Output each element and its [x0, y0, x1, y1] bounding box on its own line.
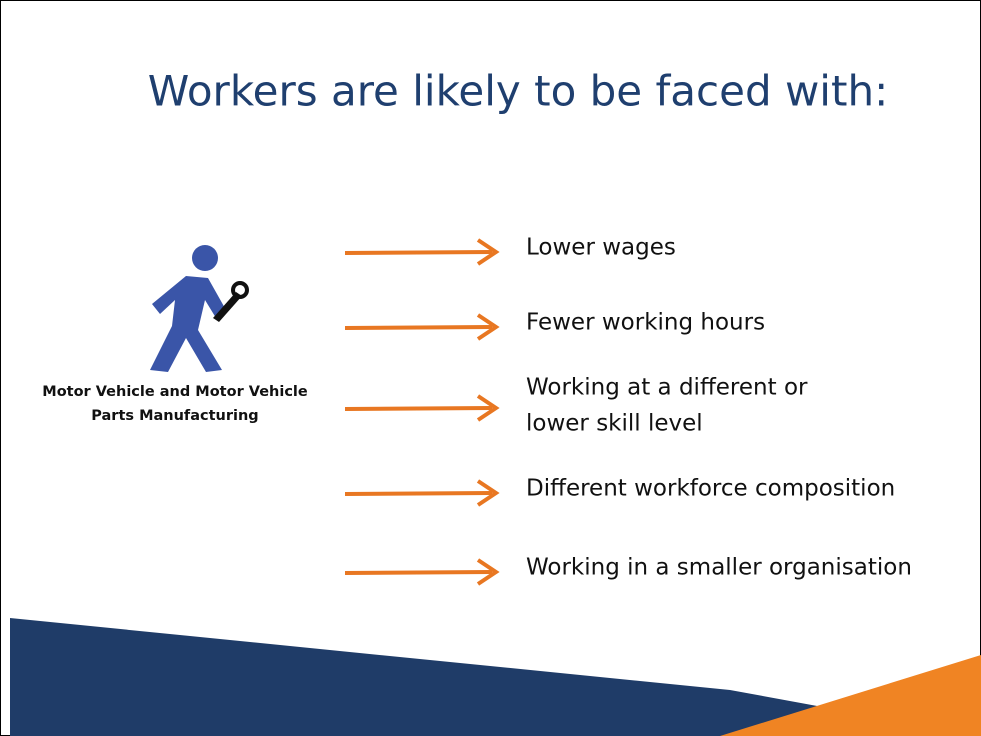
- arrow-shaft: [344, 570, 493, 575]
- arrow-head: [476, 394, 500, 422]
- arrow-shaft: [344, 406, 493, 411]
- corner-accent: [720, 655, 981, 736]
- arrow-head: [476, 238, 500, 266]
- worker-icon: [150, 245, 249, 372]
- item-text: Fewer working hours: [526, 310, 765, 336]
- figure-label: Parts Manufacturing: [91, 408, 258, 424]
- item-text: Different workforce composition: [526, 476, 895, 502]
- item-text: Working in a smaller organisation: [526, 555, 912, 581]
- arrow-shaft: [344, 491, 493, 496]
- arrow-shaft: [344, 250, 493, 255]
- arrow-head: [476, 479, 500, 507]
- arrow-head: [476, 313, 500, 341]
- item-text: Lower wages: [526, 235, 676, 261]
- bottom-band: [10, 618, 981, 736]
- arrow-shaft: [344, 325, 493, 330]
- item-text: Working at a different or: [526, 375, 808, 401]
- item-text: lower skill level: [526, 411, 703, 437]
- figure-label: Motor Vehicle and Motor Vehicle: [42, 384, 308, 400]
- arrow-head: [476, 558, 500, 586]
- title: Workers are likely to be faced with:: [148, 67, 888, 116]
